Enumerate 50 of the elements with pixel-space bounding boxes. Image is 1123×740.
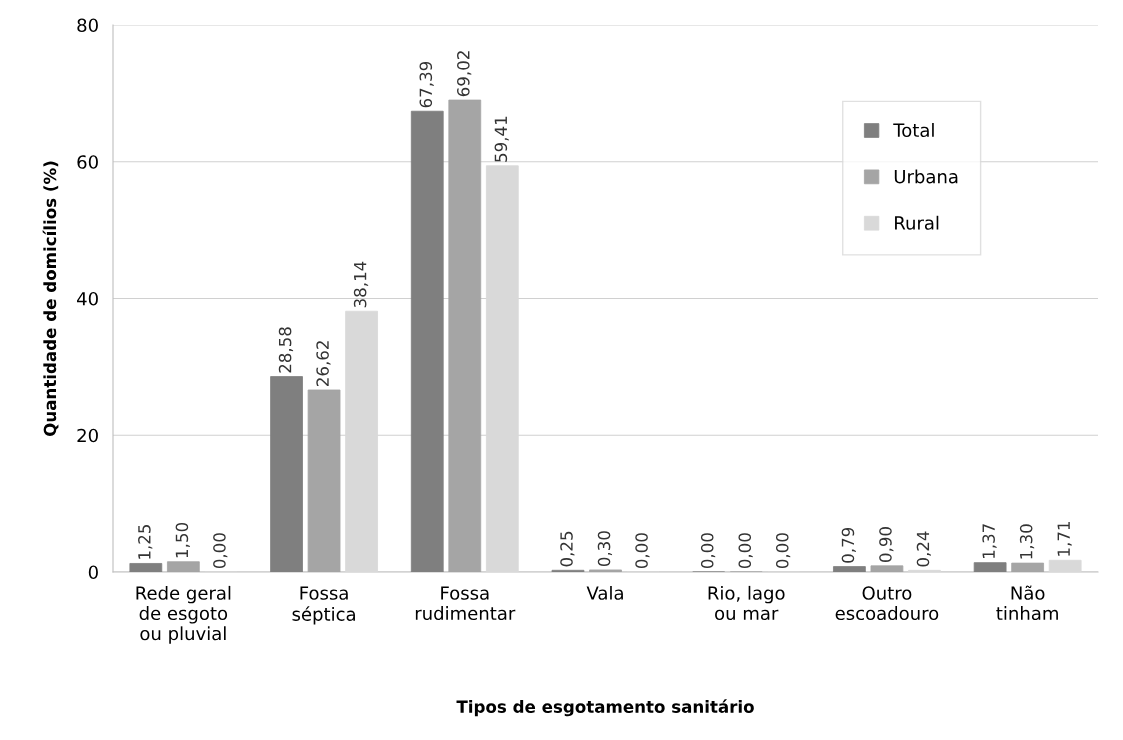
y-axis-title: Quantidade de domicílios (%): [42, 161, 59, 436]
legend-label: Rural: [895, 215, 939, 230]
bar: [129, 563, 163, 572]
x-tick-label: Vala: [586, 585, 623, 600]
data-label: 0,00: [775, 533, 791, 569]
bar: [1011, 562, 1045, 572]
y-tick-label: 60: [77, 155, 98, 169]
data-label: 0,90: [879, 527, 894, 562]
x-tick-label: Rio, lago ou mar: [708, 585, 785, 621]
y-tick-label: 0: [88, 565, 98, 580]
bar: [1048, 559, 1082, 572]
data-label: 28,58: [278, 327, 294, 373]
y-tick-label: 80: [77, 18, 98, 33]
data-label: 1,25: [138, 525, 153, 559]
data-label: 59,41: [494, 116, 509, 162]
data-label: 1,71: [1057, 521, 1072, 556]
bar: [870, 565, 904, 572]
data-label: 0,24: [916, 531, 931, 567]
data-label: 38,14: [353, 261, 369, 308]
legend-label: Urbana: [894, 169, 958, 184]
x-tick-label: Outro escoadouro: [835, 586, 939, 621]
y-tick-label: 20: [77, 428, 98, 443]
data-label: 0,00: [738, 533, 753, 569]
data-label: 0,79: [841, 527, 856, 563]
data-label: 1,50: [175, 522, 190, 558]
y-tick-label: 40: [77, 291, 98, 306]
x-tick-label: Rede geral de esgoto ou pluvial: [136, 585, 231, 644]
data-label: 67,39: [419, 61, 434, 108]
legend-label: Total: [893, 123, 934, 138]
data-label: 0,00: [635, 533, 650, 569]
data-label: 0,25: [560, 531, 575, 567]
bar: [973, 562, 1007, 572]
data-label: 0,00: [213, 533, 228, 569]
x-tick-label: Fossa rudimentar: [415, 586, 516, 621]
bar: [448, 99, 482, 572]
bar: [410, 110, 444, 572]
bar: [833, 566, 866, 572]
data-label: 0,00: [700, 533, 716, 569]
data-label: 69,02: [457, 51, 472, 97]
data-label: 1,30: [1019, 524, 1035, 559]
x-axis-title: Tipos de esgotamento sanitário: [456, 699, 754, 717]
bar: [166, 561, 200, 572]
bar: [270, 376, 303, 572]
data-label: 0,30: [597, 531, 613, 567]
bar: [589, 569, 622, 572]
data-label: 1,37: [982, 524, 997, 559]
data-label: 26,62: [316, 341, 331, 386]
bar: [307, 389, 341, 572]
x-tick-label: Não tinham: [996, 585, 1058, 621]
x-tick-label: Fossa séptica: [292, 586, 355, 625]
